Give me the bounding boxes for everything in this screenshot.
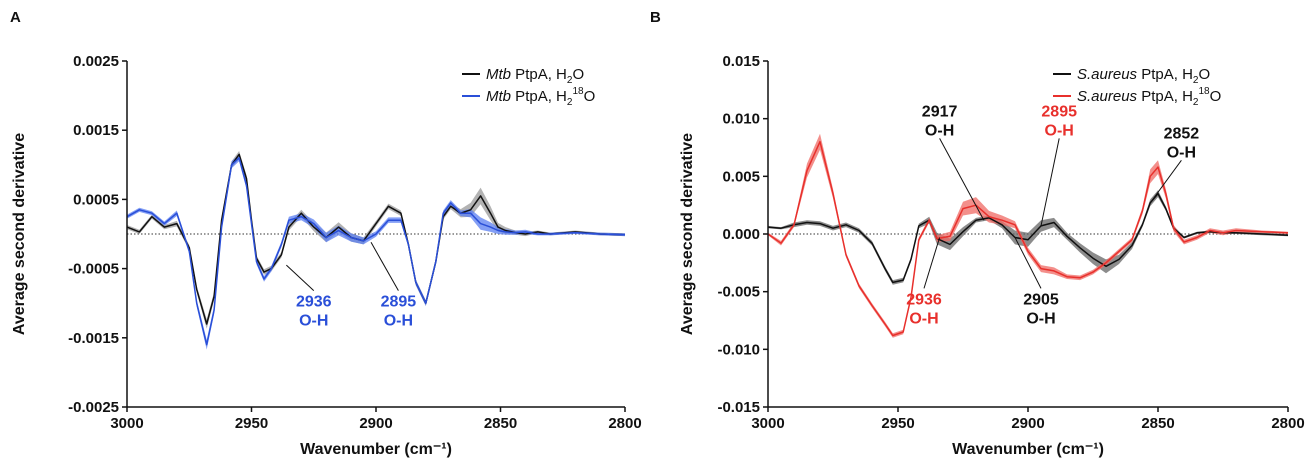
legend-text: PtpA, H [1137,66,1193,83]
x-tick-label: 2950 [881,415,914,432]
annotation-label-4: O-H [909,310,938,327]
x-tick-label: 2800 [608,415,641,432]
x-tick-label: 2900 [1011,415,1044,432]
annotation-leader-2 [1041,138,1059,226]
y-tick-label: -0.0005 [68,261,119,278]
y-tick-label: -0.015 [717,399,760,416]
legend-entry-2: S.aureus PtpA, H218O [1077,86,1221,108]
annotation-label-5: O-H [1026,310,1055,327]
legend-text: PtpA, H [1137,88,1193,105]
y-axis-label: Average second derivative [679,133,696,335]
series-1-band [768,190,1288,285]
annotation-label-5: 2905 [1023,291,1059,308]
x-tick-label: 2850 [1141,415,1174,432]
annotation-label-1: 2917 [922,103,958,120]
annotation-label-2: O-H [384,313,413,330]
x-tick-label: 2800 [1271,415,1304,432]
legend-entry-1: S.aureus PtpA, H2O [1077,66,1210,86]
y-tick-label: 0.000 [722,226,760,243]
legend-after: O [1198,66,1210,83]
panel-b: B 0.015 0.010 0.005 0.000 -0.005 -0.010 -0.0153… [650,9,1305,458]
x-tick-label: 3000 [110,415,143,432]
legend-sub: 2 [1193,97,1199,108]
legend-italic: S.aureus [1077,88,1138,105]
y-tick-label: 0.0005 [73,191,119,208]
legend-text: PtpA, H [511,88,567,105]
panel-a: A 0.0025 0.0015 0.0005 -0.0005 -0.0015 -0.0025… [10,9,642,458]
legend-sub: 2 [567,97,573,108]
annotation-label-1: O-H [925,122,954,139]
legend-italic: Mtb [486,88,511,105]
legend-after: O [572,66,584,83]
annotation-label-2: 2895 [1041,103,1077,120]
annotation-label-2: O-H [1045,122,1074,139]
y-tick-label: 0.010 [722,111,760,128]
annotation-label-3: O-H [1167,144,1196,161]
x-tick-label: 2850 [484,415,517,432]
legend-after: O [584,88,596,105]
y-tick-label: 0.0025 [73,53,119,70]
y-tick-label: -0.005 [717,284,760,301]
annotation-leader-1 [286,265,313,291]
x-tick-label: 2950 [235,415,268,432]
annotation-label-4: 2936 [906,291,942,308]
annotation-leader-2 [371,242,398,290]
annotation-label-1: O-H [299,313,328,330]
y-tick-label: 0.0015 [73,122,119,139]
legend-after: O [1210,88,1222,105]
y-tick-label: -0.0025 [68,399,119,416]
legend-sup: 18 [1198,86,1210,97]
annotation-label-2: 2895 [381,294,417,311]
legend-italic: S.aureus [1077,66,1138,83]
annotation-label-1: 2936 [296,294,332,311]
annotation-label-3: 2852 [1164,125,1200,142]
legend-entry-1: Mtb PtpA, H2O [486,66,584,86]
y-tick-label: -0.0015 [68,330,119,347]
y-axis-label: Average second derivative [11,133,28,335]
y-tick-label: 0.005 [722,168,760,185]
legend-italic: Mtb [486,66,511,83]
panel-label: A [10,9,21,26]
legend-sup: 18 [572,86,584,97]
series-1-band [127,151,625,329]
legend-text: PtpA, H [511,66,567,83]
y-tick-label: -0.010 [717,341,760,358]
x-tick-label: 3000 [751,415,784,432]
series-1-line [127,154,625,324]
legend-entry-2: Mtb PtpA, H218O [486,86,595,108]
panel-label: B [650,9,661,26]
y-tick-label: 0.015 [722,53,760,70]
x-tick-label: 2900 [359,415,392,432]
x-axis-label: Wavenumber (cm⁻¹) [952,441,1104,458]
annotation-leader-4 [924,237,940,288]
x-axis-label: Wavenumber (cm⁻¹) [300,441,452,458]
